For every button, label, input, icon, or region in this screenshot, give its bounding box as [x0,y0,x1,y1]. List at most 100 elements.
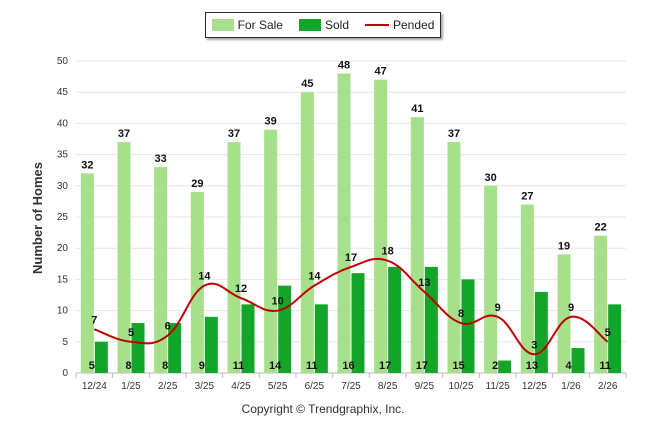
data-label-pended: 9 [568,302,574,314]
x-tick-label: 7/25 [341,381,361,392]
data-label-for-sale: 39 [265,116,277,128]
legend-label-for-sale: For Sale [237,18,283,32]
data-label-sold: 13 [526,360,538,372]
bar-sold [388,266,402,373]
bar-for-sale [300,92,314,373]
data-label-pended: 17 [345,252,357,264]
data-label-sold: 16 [342,360,354,372]
y-tick-label: 45 [57,87,69,98]
bar-sold [424,266,438,373]
x-tick-label: 1/25 [121,381,141,392]
bar-for-sale [520,204,534,373]
data-label-sold: 2 [492,360,498,372]
x-tick-label: 2/26 [598,381,618,392]
bar-sold [461,279,475,373]
bar-series [80,73,622,373]
data-label-sold: 11 [306,360,318,372]
bar-for-sale [594,235,608,373]
data-label-pended: 12 [235,283,247,295]
data-label-pended: 3 [531,339,537,351]
bar-for-sale [557,254,571,373]
x-tick-label: 3/25 [195,381,215,392]
data-label-pended: 5 [128,327,134,339]
bar-for-sale [117,142,131,373]
x-tick-label: 12/24 [82,381,107,392]
legend-label-pended: Pended [393,18,435,32]
bar-sold [204,316,218,373]
y-tick-label: 40 [57,118,69,129]
bar-sold [571,348,585,373]
data-label-sold: 17 [379,360,391,372]
data-label-for-sale: 32 [81,159,93,171]
bar-for-sale [374,79,388,373]
legend-item-pended[interactable]: Pended [365,18,434,32]
bar-sold [168,323,182,373]
data-labels: 3253783382993711391445114816471741173715… [81,59,611,372]
data-label-sold: 14 [269,360,282,372]
data-label-pended: 18 [382,246,394,258]
y-tick-label: 35 [57,150,69,161]
data-label-sold: 4 [565,360,572,372]
y-tick-label: 25 [57,212,69,223]
data-label-pended: 9 [495,302,501,314]
legend-item-for-sale[interactable]: For Sale [211,18,283,32]
data-label-for-sale: 29 [191,178,203,190]
y-axis-label: Number of Homes [30,162,45,274]
pended-line [93,257,609,356]
data-label-sold: 9 [199,360,205,372]
x-tick-label: 6/25 [305,381,325,392]
bar-sold [498,360,512,373]
data-label-for-sale: 48 [338,59,350,71]
x-tick-label: 1/26 [561,381,581,392]
data-label-pended: 7 [91,314,97,326]
data-label-for-sale: 22 [595,222,607,234]
x-tick-label: 9/25 [415,381,435,392]
data-label-pended: 8 [458,308,464,320]
data-label-sold: 11 [599,360,611,372]
data-label-sold: 5 [89,360,95,372]
x-tick-label: 11/25 [486,381,511,392]
x-tick-label: 12/25 [522,381,547,392]
data-label-for-sale: 33 [155,153,167,165]
y-axis-ticks: 0 5 10 15 20 25 30 35 40 45 50 [57,56,69,379]
pended-series [93,257,609,356]
data-label-for-sale: 19 [558,240,570,252]
x-tick-label: 5/25 [268,381,288,392]
bar-sold [314,304,328,373]
bar-sold [351,273,365,373]
data-label-for-sale: 37 [228,128,240,140]
legend-label-sold: Sold [324,18,349,32]
bar-for-sale [227,142,241,373]
data-label-pended: 14 [198,271,211,283]
bar-sold [131,323,145,373]
bar-sold [241,304,255,373]
data-label-for-sale: 45 [301,78,313,90]
data-label-for-sale: 37 [448,128,460,140]
data-label-sold: 11 [233,360,245,372]
y-tick-label: 0 [62,368,68,379]
data-label-for-sale: 41 [411,103,423,115]
x-tick-label: 10/25 [448,381,473,392]
bar-for-sale [264,129,278,373]
data-label-pended: 10 [272,296,284,308]
data-label-sold: 8 [162,360,168,372]
copyright-text: Copyright © Trendgraphix, Inc. [241,402,405,416]
bar-for-sale [337,73,351,373]
bar-for-sale [410,117,424,373]
data-label-for-sale: 30 [485,172,497,184]
data-label-pended: 14 [308,271,321,283]
grid-lines [76,60,626,374]
data-label-pended: 6 [165,321,171,333]
legend-swatch-pended [365,24,389,26]
x-tick-label: 8/25 [378,381,398,392]
legend: For Sale Sold Pended [205,12,441,38]
x-tick-label: 2/25 [158,381,178,392]
data-label-sold: 15 [452,360,464,372]
data-label-for-sale: 27 [521,191,533,203]
y-tick-label: 20 [57,243,69,254]
data-label-sold: 8 [125,360,131,372]
legend-item-sold[interactable]: Sold [298,18,349,32]
y-tick-label: 10 [57,306,69,317]
bar-for-sale [447,142,461,373]
